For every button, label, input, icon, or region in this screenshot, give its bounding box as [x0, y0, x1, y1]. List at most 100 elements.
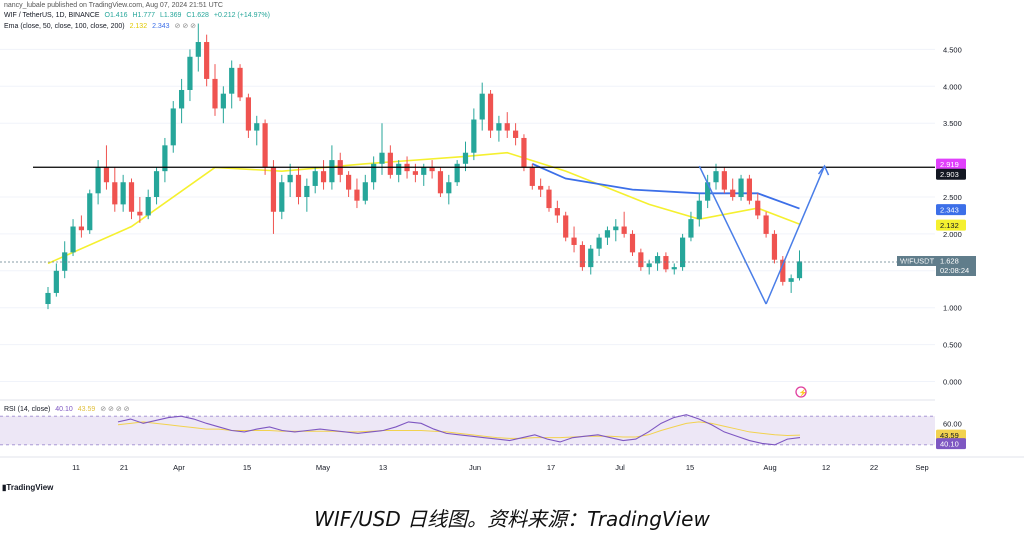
candle: [179, 89, 185, 109]
candle: [546, 189, 552, 209]
candle: [70, 226, 76, 253]
candle: [245, 97, 251, 131]
rsi-legend[interactable]: RSI (14, close) 40.10 43.59 ⊘ ⊘ ⊘ ⊘: [4, 405, 130, 413]
candle: [145, 197, 151, 216]
candle: [396, 163, 402, 175]
tradingview-logo[interactable]: ▮TradingView: [2, 483, 54, 492]
tag-2903: 2.903: [940, 170, 959, 179]
hidden-series-icons[interactable]: ⊘ ⊘ ⊘: [174, 23, 197, 30]
rsi-hidden-icons[interactable]: ⊘ ⊘ ⊘ ⊘: [100, 406, 130, 413]
candle: [796, 261, 803, 279]
wif-label: WIFUSDT: [900, 257, 935, 266]
tag-2903-bg: [936, 168, 966, 180]
wif-price-bg: [936, 256, 976, 276]
time-tick: May: [316, 463, 330, 472]
candle: [195, 42, 201, 57]
time-tick: Aug: [763, 463, 776, 472]
candle: [462, 152, 469, 164]
candle: [95, 167, 101, 194]
candle: [446, 182, 452, 194]
price-tick: 4.500: [943, 45, 962, 54]
ohlc-high: H1.777: [132, 12, 156, 19]
pattern-line: [765, 165, 826, 305]
candle: [780, 259, 786, 282]
time-axis: 11 21 Apr 15 May 13 Jun 17 Jul 15 Aug 12 22 Sep: [0, 456, 1024, 472]
candle: [504, 123, 510, 131]
candle: [621, 226, 627, 234]
price-tick: 0.000: [943, 378, 962, 387]
wif-label-bg: [897, 256, 936, 266]
candle: [62, 252, 68, 271]
tag-2919: 2.919: [940, 160, 959, 169]
candle: [187, 56, 193, 90]
candle: [487, 93, 494, 131]
tag-rsi-ma-bg: [936, 429, 966, 441]
ohlc-open: O1.416: [104, 12, 128, 19]
candle: [312, 171, 318, 186]
candle: [788, 278, 794, 282]
candle: [170, 108, 176, 146]
event-icon: [795, 386, 807, 398]
rsi-ma-value: 43.59: [77, 406, 96, 413]
candle: [763, 215, 769, 234]
candle: [738, 178, 744, 197]
wif-price: 1.628: [940, 257, 959, 266]
candle: [471, 119, 477, 153]
tag-rsi-bg: [936, 438, 966, 450]
candle: [295, 174, 302, 197]
published-note: nancy_lubale published on TradingView.co…: [4, 2, 223, 9]
time-tick: Sep: [915, 463, 928, 472]
candle: [571, 237, 577, 245]
candle: [538, 185, 544, 190]
price-tick: 2.500: [943, 193, 962, 202]
candle: [112, 182, 118, 205]
candle: [153, 171, 160, 197]
time-tick: 22: [870, 463, 878, 472]
candle: [103, 167, 110, 183]
rsi-pane: 60.00: [0, 399, 962, 446]
tag-2132: 2.132: [940, 221, 959, 230]
candle: [212, 78, 218, 109]
tag-2919-bg: [936, 158, 966, 170]
candle: [654, 256, 661, 264]
candle: [496, 123, 502, 131]
candle: [554, 208, 560, 216]
price-tick: 2.000: [943, 230, 962, 239]
candle: [696, 200, 702, 220]
event-icon-glyph: ⚡: [799, 388, 808, 397]
candle: [120, 182, 126, 205]
candle: [204, 42, 210, 79]
candle: [755, 200, 761, 216]
price-tick: 3.500: [943, 119, 962, 128]
candle: [279, 182, 285, 212]
time-tick: Apr: [173, 463, 185, 472]
candle: [45, 292, 51, 305]
logo-text: TradingView: [6, 483, 54, 492]
countdown: 02:08:24: [940, 266, 969, 275]
candles: [45, 23, 803, 310]
ema-legend[interactable]: Ema (close, 50, close, 100, close, 200) …: [4, 22, 196, 30]
ohlc-change: +0.212 (+14.97%): [213, 12, 270, 19]
candle: [379, 152, 385, 164]
candle: [346, 174, 352, 190]
ohlc-close: C1.628: [186, 12, 209, 19]
price-chart[interactable]: 60.00 ⚡ 4.5004.0003.5002.5002.0001.5001.…: [0, 0, 1024, 500]
candle: [78, 226, 84, 231]
candle: [354, 189, 360, 201]
candle: [579, 244, 585, 268]
ema50-value: 2.132: [129, 23, 148, 30]
candle: [371, 163, 377, 183]
candle: [320, 171, 327, 183]
candle: [529, 167, 535, 186]
tag-2343: 2.343: [940, 205, 959, 214]
rsi-line: [117, 414, 801, 446]
time-tick: Jun: [469, 463, 481, 472]
ema100-value: 2.343: [152, 23, 170, 30]
candle: [437, 171, 444, 194]
candle: [646, 263, 652, 268]
candle: [613, 226, 619, 231]
ema-lines: [47, 151, 800, 265]
candle: [688, 219, 694, 238]
candle: [479, 93, 485, 120]
